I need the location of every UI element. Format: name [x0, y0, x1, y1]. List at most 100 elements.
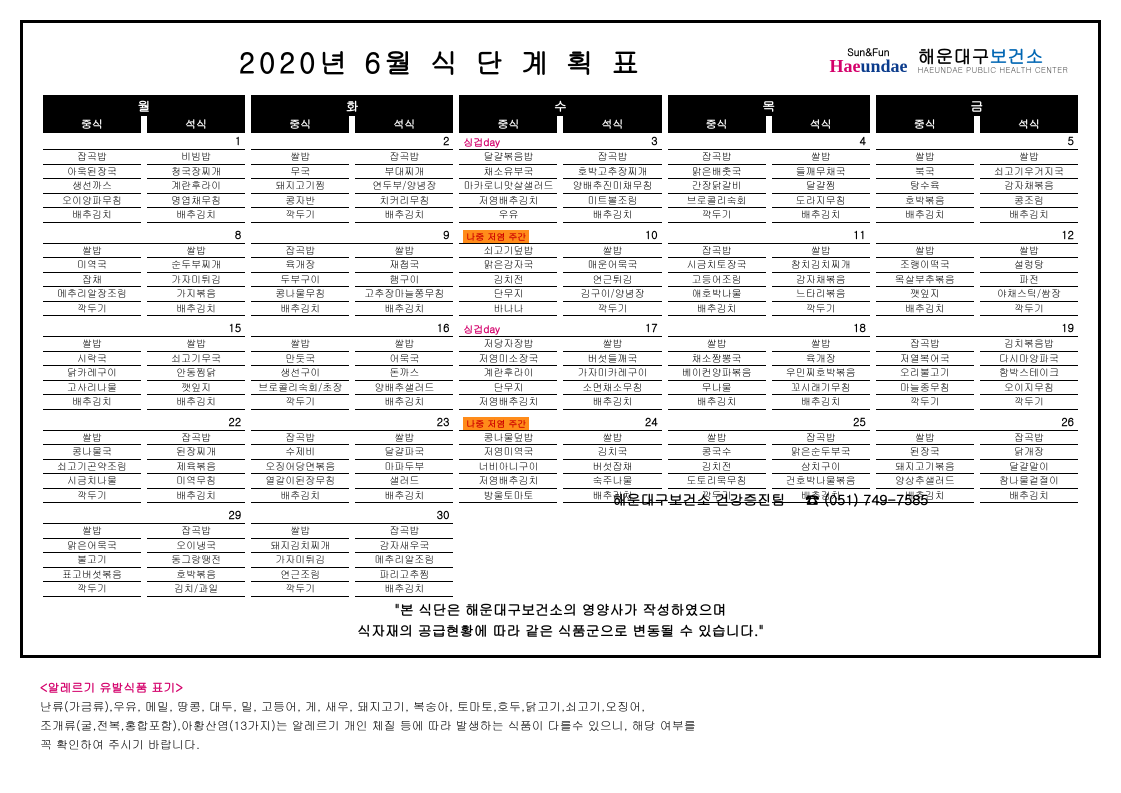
- date-cell: 25: [668, 414, 870, 431]
- menu-cell: 잡채: [43, 273, 141, 288]
- menu-cell: 쌀밥: [563, 431, 661, 446]
- date-cell: 15: [43, 320, 245, 337]
- menu-cell: 함박스테이크: [980, 366, 1078, 381]
- menu-cell: 콩자반: [251, 194, 349, 209]
- menu-cell: 만둣국: [251, 352, 349, 367]
- menu-cell: 잡곡밥: [355, 150, 453, 165]
- menu-cell: 깍두기: [876, 395, 974, 410]
- menu-cell: 김구이/양념장: [563, 287, 661, 302]
- menu-cell: 샐러드: [355, 474, 453, 489]
- meal-header: 중식: [459, 116, 557, 133]
- date-cell: 19: [876, 320, 1078, 337]
- menu-cell: 가자미카레구이: [563, 366, 661, 381]
- menu-cell: 배추김치: [147, 302, 245, 317]
- menu-cell: 마카로니맛살샐러드: [459, 179, 557, 194]
- menu-cell: 우민찌호박볶음: [772, 366, 870, 381]
- menu-cell: 쇠고기곤약조림: [43, 460, 141, 475]
- menu-cell: 저염배추김치: [459, 194, 557, 209]
- menu-cell: 배추김치: [43, 395, 141, 410]
- menu-cell: 배추김치: [563, 395, 661, 410]
- menu-cell: 깍두기: [980, 302, 1078, 317]
- date-cell: 5: [876, 133, 1078, 150]
- allergy-notice: <알레르기 유발식품 표기> 난류(가금류),우유, 메밀, 땅콩, 대두, 밀…: [20, 678, 1101, 755]
- menu-cell: 오이양파무침: [43, 194, 141, 209]
- menu-cell: 달걀볶음밥: [459, 150, 557, 165]
- menu-cell: 깍두기: [251, 208, 349, 223]
- menu-cell: 재첩국: [355, 258, 453, 273]
- menu-cell: 쌀밥: [147, 244, 245, 259]
- menu-cell: 쌀밥: [251, 337, 349, 352]
- menu-cell: 양상추샐러드: [876, 474, 974, 489]
- date-cell: 16: [251, 320, 453, 337]
- meal-header: 석식: [355, 116, 453, 133]
- menu-cell: 애호박나물: [668, 287, 766, 302]
- menu-cell: 아욱된장국: [43, 165, 141, 180]
- menu-cell: 조랭이떡국: [876, 258, 974, 273]
- menu-cell: 배추김치: [980, 489, 1078, 504]
- date-cell: 4: [668, 133, 870, 150]
- menu-cell: 쌀밥: [772, 337, 870, 352]
- menu-cell: 깍두기: [43, 302, 141, 317]
- menu-cell: 미역무침: [147, 474, 245, 489]
- haeundae-logo: Sun&Fun Haeundae: [829, 47, 907, 75]
- date-cell: 30: [251, 507, 453, 524]
- menu-cell: 쌀밥: [43, 244, 141, 259]
- menu-cell: 연근튀김: [563, 273, 661, 288]
- menu-cell: 버섯잡채: [563, 460, 661, 475]
- menu-cell: 설렁탕: [980, 258, 1078, 273]
- menu-cell: 돼지고기찜: [251, 179, 349, 194]
- menu-cell: 김치/과일: [147, 582, 245, 597]
- health-center-logo: 해운대구보건소 HAEUNDAE PUBLIC HEALTH CENTER: [917, 47, 1068, 76]
- menu-cell: 메추리알장조림: [43, 287, 141, 302]
- menu-cell: 배추김치: [668, 395, 766, 410]
- menu-cell: 표고버섯볶음: [43, 568, 141, 583]
- menu-cell: 쌀밥: [355, 244, 453, 259]
- day-header: 수: [459, 95, 661, 116]
- menu-cell: 오이냉국: [147, 539, 245, 554]
- menu-cell: 호박고추장찌개: [563, 165, 661, 180]
- menu-cell: 북국: [876, 165, 974, 180]
- day-header: 목: [668, 95, 870, 116]
- menu-cell: 무국: [251, 165, 349, 180]
- menu-cell: 저당자장밥: [459, 337, 557, 352]
- menu-cell: 저염미소장국: [459, 352, 557, 367]
- menu-cell: 김치볶음밥: [980, 337, 1078, 352]
- meal-header: 중식: [251, 116, 349, 133]
- menu-cell: 쌀밥: [43, 524, 141, 539]
- day-header: 금: [876, 95, 1078, 116]
- menu-cell: 우유: [459, 208, 557, 223]
- menu-cell: 쌀밥: [980, 244, 1078, 259]
- menu-cell: 브로콜리숙회/초장: [251, 381, 349, 396]
- meal-header: 석식: [147, 116, 245, 133]
- menu-cell: 가지볶음: [147, 287, 245, 302]
- menu-cell: 느타리볶음: [772, 287, 870, 302]
- menu-cell: 깍두기: [251, 582, 349, 597]
- menu-cell: 잡곡밥: [147, 431, 245, 446]
- meal-header: 중식: [43, 116, 141, 133]
- menu-cell: 저염배추김치: [459, 395, 557, 410]
- menu-cell: 바나나: [459, 302, 557, 317]
- menu-cell: 방울토마토: [459, 489, 557, 504]
- menu-cell: 매운어묵국: [563, 258, 661, 273]
- menu-cell: 돈까스: [355, 366, 453, 381]
- menu-cell: 생선구이: [251, 366, 349, 381]
- menu-cell: 두부구이: [251, 273, 349, 288]
- menu-cell: 꼬시래기무침: [772, 381, 870, 396]
- menu-cell: 시금치토장국: [668, 258, 766, 273]
- date-cell: 1: [43, 133, 245, 150]
- meal-header: 중식: [668, 116, 766, 133]
- menu-cell: 김치전: [459, 273, 557, 288]
- menu-cell: 제육볶음: [147, 460, 245, 475]
- menu-cell: 오이지무침: [980, 381, 1078, 396]
- menu-cell: 비빔밥: [147, 150, 245, 165]
- menu-cell: 단무지: [459, 381, 557, 396]
- meal-header: 석식: [772, 116, 870, 133]
- menu-cell: 고사리나물: [43, 381, 141, 396]
- date-cell: 11: [668, 227, 870, 244]
- menu-cell: 쌀밥: [563, 337, 661, 352]
- menu-cell: 무나물: [668, 381, 766, 396]
- menu-cell: 삼치구이: [772, 460, 870, 475]
- menu-cell: 잡곡밥: [563, 150, 661, 165]
- menu-cell: 닭개장: [980, 445, 1078, 460]
- menu-cell: 맑은감자국: [459, 258, 557, 273]
